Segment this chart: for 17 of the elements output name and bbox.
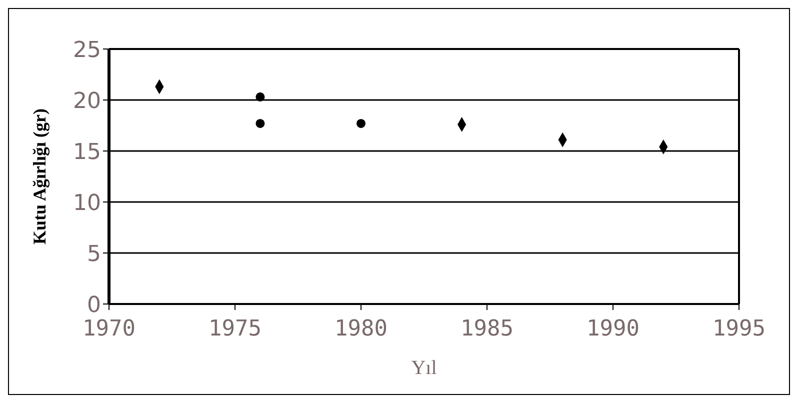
- x-tick-label: 1980: [334, 316, 388, 342]
- x-tick-label: 1975: [208, 316, 262, 342]
- y-tick-label: 25: [73, 38, 101, 63]
- x-tick-label: 1995: [712, 316, 766, 342]
- x-tick-label: 1990: [586, 316, 640, 342]
- x-tick-label: 1985: [460, 316, 514, 342]
- point: [356, 118, 366, 128]
- point: [256, 118, 265, 128]
- point: [256, 92, 265, 102]
- x-axis-title: Yıl: [411, 357, 438, 379]
- y-axis-title: Kutu Ağırlığı (gr): [29, 108, 50, 244]
- y-tick-label: 5: [87, 242, 101, 267]
- y-tick-label: 20: [73, 88, 101, 114]
- y-tick-label: 0: [87, 292, 101, 318]
- y-tick-label: 10: [73, 190, 101, 216]
- x-tick-label: 1970: [82, 316, 136, 342]
- y-tick-label: 15: [73, 140, 101, 165]
